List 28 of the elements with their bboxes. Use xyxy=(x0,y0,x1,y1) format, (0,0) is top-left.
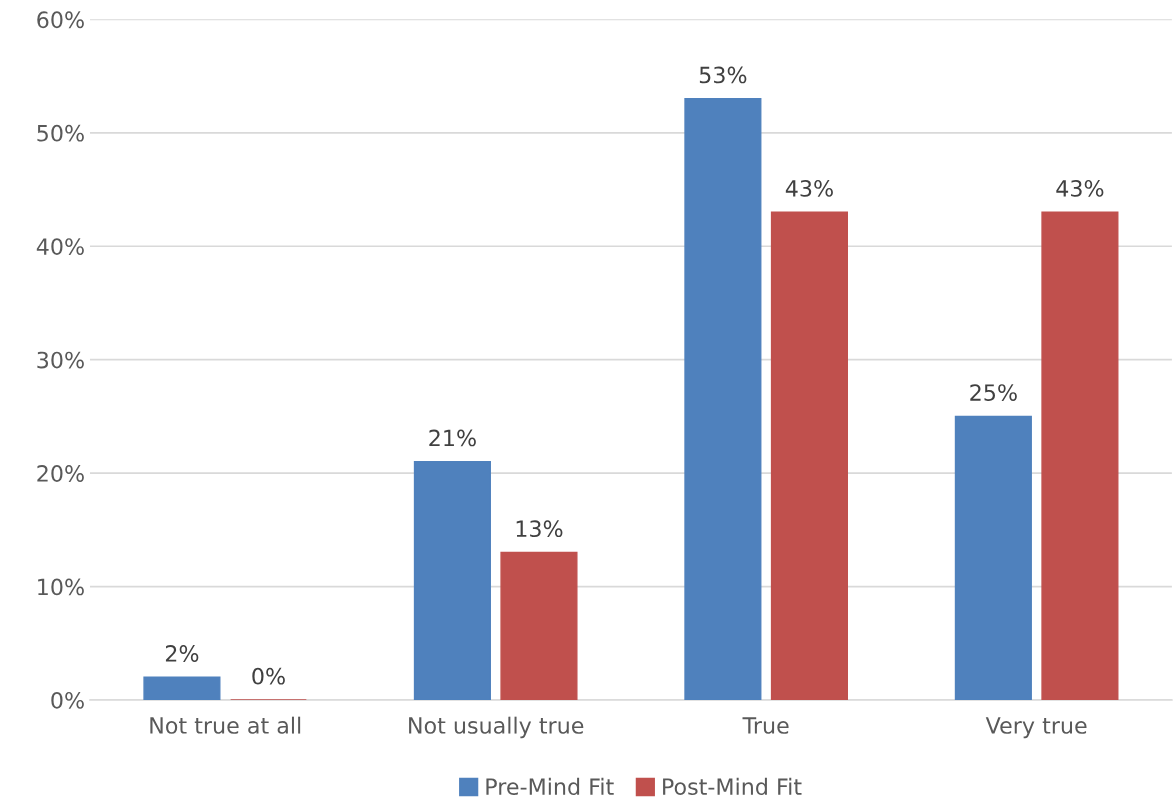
data-label: 21% xyxy=(429,429,476,447)
y-tick-label: 20% xyxy=(37,465,84,482)
y-tick-label: 0% xyxy=(51,691,84,709)
x-tick-label: Very true xyxy=(985,717,1087,739)
bar xyxy=(684,98,762,700)
y-tick-label: 40% xyxy=(36,238,84,256)
y-tick-label: 50% xyxy=(37,124,84,142)
x-tick-label: True xyxy=(742,717,789,734)
bar xyxy=(500,551,578,700)
data-label: 53% xyxy=(699,66,747,84)
data-label: 25% xyxy=(970,384,1017,401)
data-label: 43% xyxy=(1056,179,1104,197)
bar xyxy=(954,415,1032,700)
data-label: 0% xyxy=(252,667,285,685)
x-tick-label: Not true at all xyxy=(150,716,301,734)
data-label: 2% xyxy=(165,645,199,662)
y-tick-label: 10% xyxy=(38,578,84,596)
y-tick-label: 60% xyxy=(37,11,84,29)
x-tick-label: Not usually true xyxy=(409,716,584,739)
bar xyxy=(143,676,221,700)
data-label: 43% xyxy=(785,179,833,197)
y-tick-label: 30% xyxy=(37,351,84,369)
data-label: 13% xyxy=(516,520,563,538)
bar xyxy=(413,461,491,700)
legend-label: Post-Mind Fit xyxy=(663,777,802,796)
legend-label: Pre-Mind Fit xyxy=(486,777,614,796)
bar xyxy=(1041,211,1119,700)
bar xyxy=(770,211,849,700)
